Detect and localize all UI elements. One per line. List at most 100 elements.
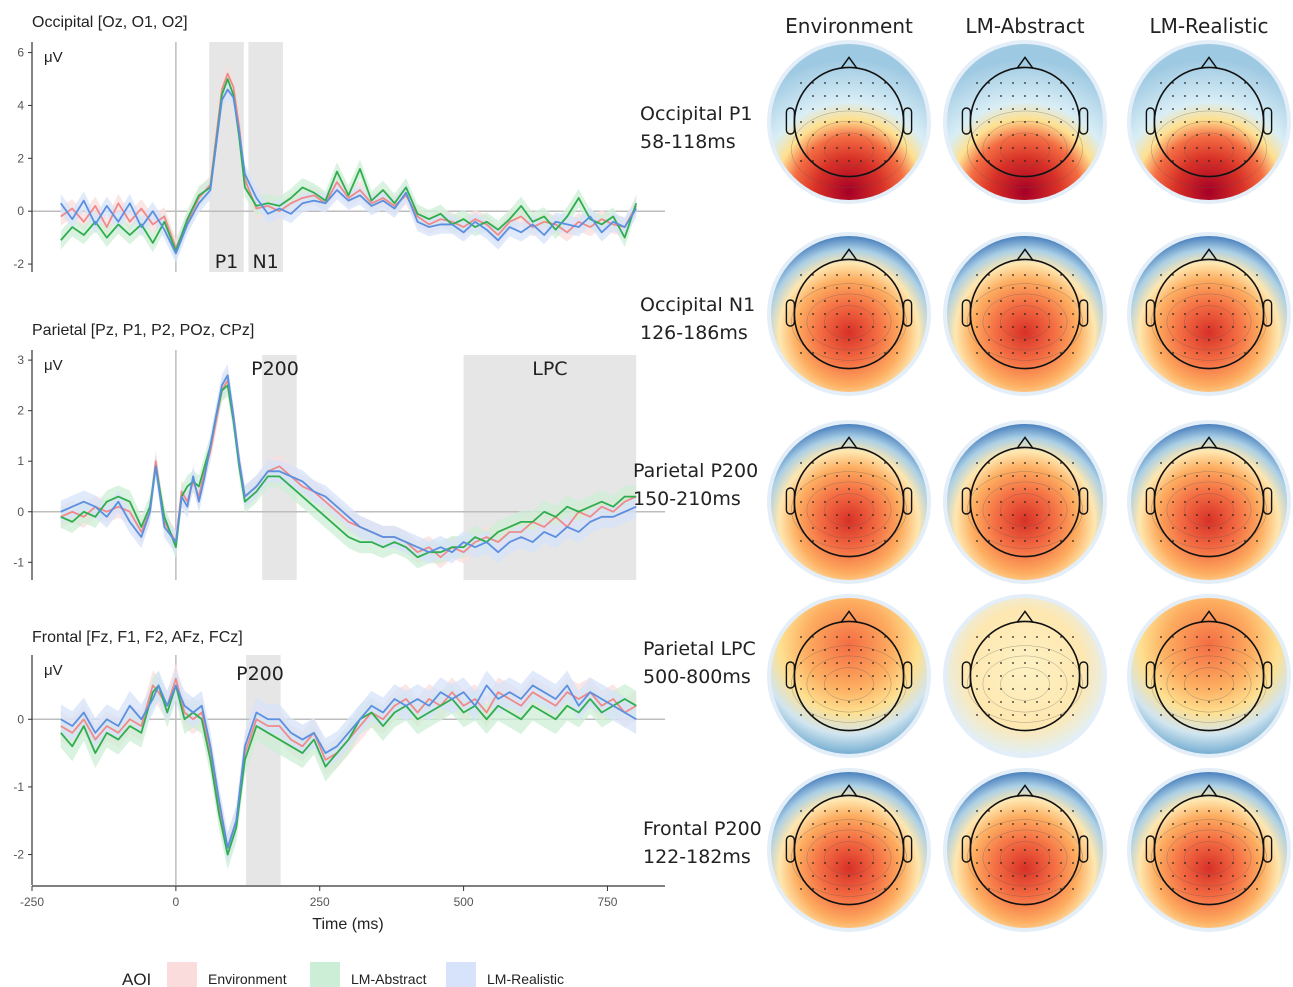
electrode-dot bbox=[1196, 836, 1198, 838]
electrode-dot bbox=[1160, 95, 1162, 97]
electrode-dot bbox=[1208, 160, 1210, 162]
electrode-dot bbox=[1172, 134, 1174, 136]
electrode-dot bbox=[1256, 514, 1258, 516]
electrode-dot bbox=[800, 862, 802, 864]
electrode-dot bbox=[860, 823, 862, 825]
electrode-dot bbox=[824, 134, 826, 136]
electrode-dot bbox=[1060, 274, 1062, 276]
electrode-dot bbox=[848, 352, 850, 354]
electrode-dot bbox=[1220, 714, 1222, 716]
electrode-dot bbox=[1024, 862, 1026, 864]
contour-line bbox=[1151, 110, 1267, 188]
electrode-dot bbox=[1256, 147, 1258, 149]
electrode-dot bbox=[848, 326, 850, 328]
nose-icon bbox=[840, 610, 858, 623]
electrode-dot bbox=[1208, 688, 1210, 690]
electrode-dot bbox=[896, 147, 898, 149]
electrode-dot bbox=[976, 462, 978, 464]
electrode-dot bbox=[1244, 514, 1246, 516]
electrode-dot bbox=[976, 108, 978, 110]
row-label-window: 500-800ms bbox=[643, 666, 751, 688]
electrode-dot bbox=[860, 160, 862, 162]
electrode-dot bbox=[1000, 462, 1002, 464]
electrode-dot bbox=[976, 636, 978, 638]
electrode-dot bbox=[1012, 326, 1014, 328]
electrode-dot bbox=[1048, 675, 1050, 677]
electrode-dot bbox=[1012, 675, 1014, 677]
electrode-dot bbox=[1184, 313, 1186, 315]
electrode-dot bbox=[1184, 888, 1186, 890]
y-tick-label: 1 bbox=[17, 454, 24, 468]
electrode-dot bbox=[1024, 95, 1026, 97]
electrode-dot bbox=[824, 849, 826, 851]
electrode-dot bbox=[1196, 888, 1198, 890]
electrode-dot bbox=[976, 875, 978, 877]
electrode-dot bbox=[1184, 160, 1186, 162]
electrode-dot bbox=[1256, 649, 1258, 651]
electrode-dot bbox=[1196, 339, 1198, 341]
electrode-dot bbox=[1048, 688, 1050, 690]
electrode-dot bbox=[1036, 462, 1038, 464]
nose-icon bbox=[1200, 610, 1218, 623]
electrode-dot bbox=[1184, 501, 1186, 503]
electrode-dot bbox=[800, 875, 802, 877]
electrode-dot bbox=[884, 339, 886, 341]
contour-line bbox=[791, 645, 907, 723]
contour-line bbox=[982, 481, 1068, 539]
electrode-dot bbox=[884, 287, 886, 289]
contour-line bbox=[824, 132, 874, 166]
electrode-dot bbox=[988, 810, 990, 812]
electrode-dot bbox=[976, 675, 978, 677]
electrode-dot bbox=[1208, 108, 1210, 110]
electrode-dot bbox=[896, 688, 898, 690]
electrode-dot bbox=[1160, 352, 1162, 354]
nose-icon bbox=[1016, 784, 1034, 797]
electrode-dot bbox=[872, 888, 874, 890]
electrode-dot bbox=[976, 160, 978, 162]
electrode-dot bbox=[1232, 662, 1234, 664]
window-label-n1: N1 bbox=[252, 251, 278, 273]
electrode-dot bbox=[836, 888, 838, 890]
electrode-dot bbox=[1000, 82, 1002, 84]
electrode-dot bbox=[1036, 95, 1038, 97]
electrode-dot bbox=[1060, 875, 1062, 877]
electrode-dot bbox=[824, 339, 826, 341]
electrode-dot bbox=[1244, 488, 1246, 490]
electrode-dot bbox=[1160, 688, 1162, 690]
electrode-dot bbox=[1244, 121, 1246, 123]
electrode-dot bbox=[1036, 714, 1038, 716]
electrode-dot bbox=[1000, 701, 1002, 703]
electrode-dot bbox=[824, 540, 826, 542]
electrode-dot bbox=[896, 849, 898, 851]
electrode-dot bbox=[860, 701, 862, 703]
electrode-dot bbox=[1196, 147, 1198, 149]
electrode-dot bbox=[1196, 160, 1198, 162]
electrode-dot bbox=[1208, 121, 1210, 123]
electrode-dot bbox=[824, 160, 826, 162]
contour-line bbox=[1000, 132, 1050, 166]
electrode-dot bbox=[884, 95, 886, 97]
legend-entry-environment: Environment bbox=[208, 971, 287, 987]
electrode-dot bbox=[1036, 888, 1038, 890]
left-ear-icon bbox=[785, 299, 796, 327]
electrode-dot bbox=[800, 540, 802, 542]
electrode-dot bbox=[1196, 462, 1198, 464]
electrode-dot bbox=[1220, 675, 1222, 677]
electrode-dot bbox=[1232, 462, 1234, 464]
contour-line bbox=[982, 829, 1068, 887]
topomap-occipital-p1-environment bbox=[767, 40, 931, 204]
electrode-dot bbox=[812, 888, 814, 890]
electrode-dot bbox=[1232, 649, 1234, 651]
electrode-dot bbox=[1232, 701, 1234, 703]
electrode-dot bbox=[988, 339, 990, 341]
electrode-dot bbox=[836, 287, 838, 289]
electrode-dot bbox=[860, 82, 862, 84]
electrode-dot bbox=[800, 514, 802, 516]
electrode-dot bbox=[812, 662, 814, 664]
electrode-dot bbox=[1244, 352, 1246, 354]
electrode-dot bbox=[1072, 527, 1074, 529]
left-ear-icon bbox=[961, 487, 972, 515]
contour-line bbox=[1166, 481, 1252, 539]
contour-line bbox=[1166, 293, 1252, 351]
